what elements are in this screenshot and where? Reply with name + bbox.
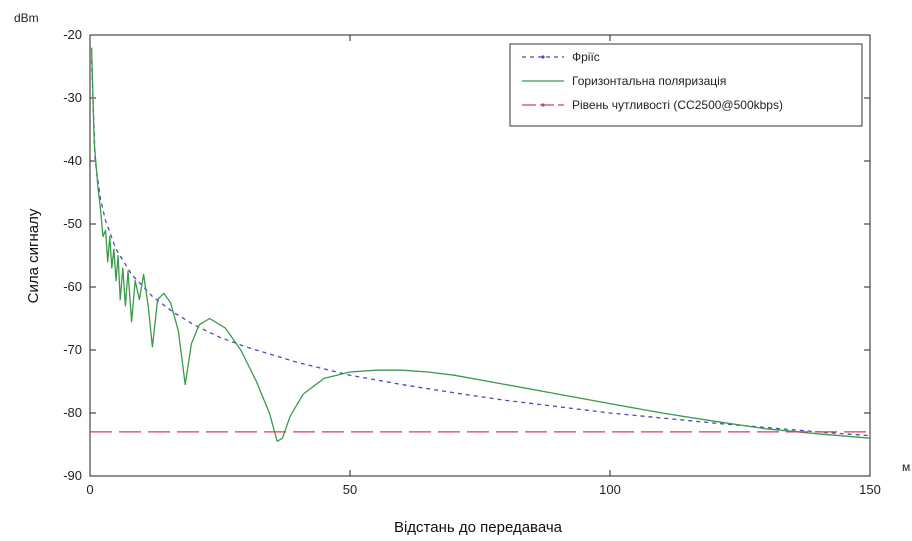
legend-label-2: Рівень чутливості (CC2500@500kbps) (572, 98, 783, 112)
legend-label-0: Фріїс (572, 50, 600, 64)
x-tick-label: 150 (859, 482, 881, 497)
x-tick-label: 100 (599, 482, 621, 497)
y-axis-title: Сила сигналу (25, 208, 42, 303)
x-tick-label: 50 (343, 482, 357, 497)
x-unit-label: м (902, 460, 910, 474)
y-tick-label: -20 (63, 27, 82, 42)
x-axis-title: Відстань до передавача (394, 519, 563, 536)
y-unit-label: dBm (14, 11, 39, 25)
y-tick-label: -70 (63, 342, 82, 357)
y-tick-label: -40 (63, 153, 82, 168)
axis-ticks: 0 50 100 150 -20 -30 -40 -50 -60 -70 -80 -90 (63, 27, 881, 497)
y-tick-label: -90 (63, 468, 82, 483)
x-tick-label: 0 (86, 482, 93, 497)
legend: Фріїс Горизонтальна поляризація Рівень чут… (509, 43, 863, 127)
series-line-1 (90, 47, 871, 442)
y-tick-label: -30 (63, 90, 82, 105)
y-tick-label: -60 (63, 279, 82, 294)
series-lines (90, 47, 871, 442)
y-tick-label: -50 (63, 216, 82, 231)
legend-label-1: Горизонтальна поляризація (572, 74, 726, 88)
legend-marker-0 (541, 55, 545, 59)
y-tick-label: -80 (63, 405, 82, 420)
legend-marker-2 (541, 103, 545, 107)
legend-box (509, 43, 863, 127)
